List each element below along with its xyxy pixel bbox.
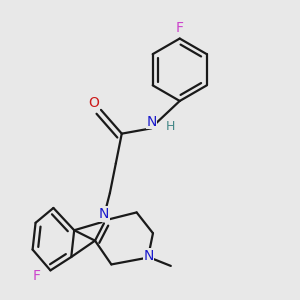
Text: N: N	[146, 115, 157, 129]
Text: N: N	[99, 207, 109, 221]
Text: H: H	[166, 120, 176, 133]
Text: F: F	[33, 269, 41, 283]
Text: N: N	[143, 249, 154, 263]
Text: F: F	[176, 21, 184, 35]
Text: O: O	[88, 96, 99, 110]
